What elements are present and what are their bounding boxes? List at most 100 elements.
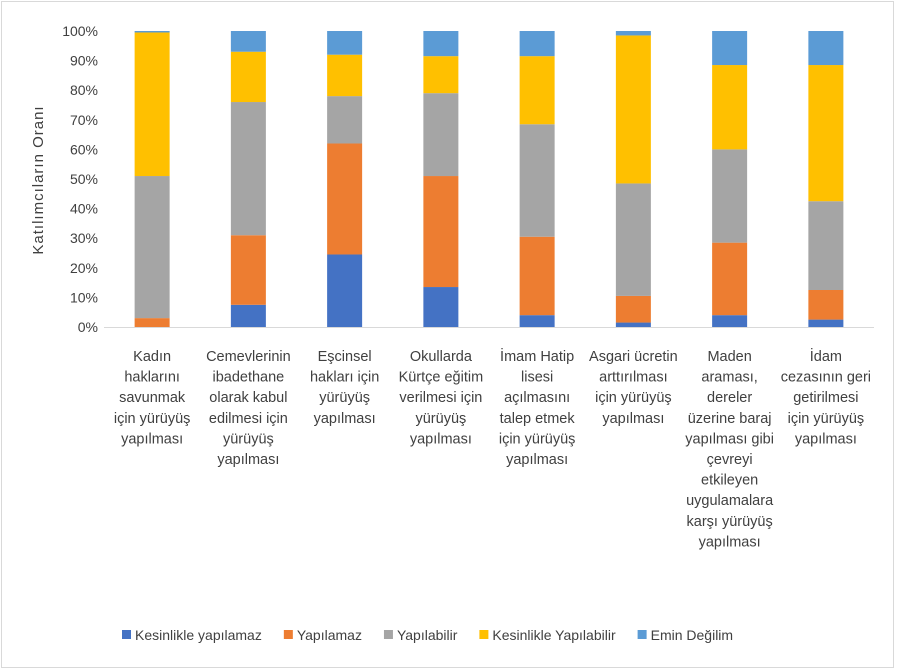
y-tick-label: 10% bbox=[70, 289, 98, 305]
legend-entry-label: Kesinlikle yapılamaz bbox=[135, 627, 262, 643]
category-label-line: yapılması gibi bbox=[685, 431, 774, 447]
category-label: İdam cezasının geri getirilmesi için yürüyü… bbox=[781, 347, 871, 447]
bar-segment bbox=[134, 32, 170, 177]
bar-segment bbox=[423, 287, 459, 327]
category-label-line: cezasının geri bbox=[781, 370, 871, 386]
x-axis-categories: Kadın haklarını savunmak için yürüyüş yapılm… bbox=[114, 347, 871, 550]
legend-swatch bbox=[122, 630, 131, 639]
bar-segment bbox=[230, 304, 266, 327]
category-label-line: için yürüyüş bbox=[788, 411, 865, 427]
category-label-line: yapılması bbox=[602, 411, 664, 427]
legend-entry-label: Yapılabilir bbox=[397, 627, 458, 643]
category-label-line: için yürüyüş bbox=[114, 411, 191, 427]
bar-segment bbox=[423, 31, 459, 57]
bar-segment bbox=[134, 318, 170, 327]
bar-segment bbox=[712, 31, 748, 66]
category-label-line: dereler bbox=[707, 390, 752, 406]
category-label-line: verilmesi için bbox=[399, 390, 482, 406]
y-axis-label: Katılımcıların Oranı bbox=[30, 105, 47, 254]
y-tick-label: 50% bbox=[70, 171, 98, 187]
category-label-line: için yürüyüş bbox=[499, 431, 576, 447]
category-label-line: yürüyüş bbox=[223, 431, 274, 447]
bar-segment bbox=[808, 201, 844, 290]
category-label-line: Eşcinsel bbox=[318, 349, 372, 365]
category-label-line: uygulamalara bbox=[686, 493, 774, 509]
category-label-line: karşı yürüyüş bbox=[687, 514, 773, 530]
category-label-line: yapılması bbox=[410, 431, 472, 447]
bar-segment bbox=[327, 54, 363, 97]
category-label-line: arttırılması bbox=[599, 370, 667, 386]
category-label: Eşcinsel hakları için yürüyüş yapılması bbox=[310, 349, 379, 427]
bar-segment bbox=[712, 242, 748, 316]
bar-segment bbox=[808, 319, 844, 327]
category-label-line: Okullarda bbox=[410, 349, 473, 365]
category-label-line: açılmasını bbox=[504, 390, 570, 406]
category-label-line: getirilmesi bbox=[793, 390, 858, 406]
y-tick-label: 40% bbox=[70, 201, 98, 217]
bar-segment bbox=[423, 56, 459, 94]
bar-segment bbox=[615, 183, 651, 296]
y-tick-label: 30% bbox=[70, 230, 98, 246]
legend-entry-label: Yapılamaz bbox=[297, 627, 362, 643]
category-label-line: İdam bbox=[810, 347, 842, 365]
category-label-line: olarak kabul bbox=[209, 390, 287, 406]
y-tick-label: 20% bbox=[70, 260, 98, 276]
category-label-line: araması, bbox=[701, 370, 757, 386]
category-label: İmam Hatip lisesi açılmasını talep etmek içi… bbox=[499, 347, 576, 468]
category-label: Okullarda Kürtçe eğitim verilmesi için yürü… bbox=[399, 349, 484, 447]
y-tick-label: 70% bbox=[70, 112, 98, 128]
y-tick-label: 80% bbox=[70, 82, 98, 98]
y-axis-ticks: 0% 10% 20% 30% 40% 50% 60% 70% 80% 90% 100% bbox=[62, 23, 98, 335]
bar-segment bbox=[615, 31, 651, 36]
bar-segment bbox=[615, 35, 651, 184]
bar-segment bbox=[519, 56, 555, 125]
bar-segment bbox=[519, 31, 555, 57]
legend: Kesinlikle yapılamaz Yapılamaz Yapılabilir… bbox=[122, 627, 733, 643]
bar-segment bbox=[327, 96, 363, 144]
category-label-line: edilmesi için bbox=[209, 411, 288, 427]
category-label: Kadın haklarını savunmak için yürüyüş yapılm… bbox=[114, 349, 191, 447]
bar-segment bbox=[519, 315, 555, 327]
category-label-line: çevreyi bbox=[707, 452, 753, 468]
category-label-line: Asgari ücretin bbox=[589, 349, 678, 365]
category-label-line: yapılması bbox=[506, 452, 568, 468]
category-label-line: hakları için bbox=[310, 370, 379, 386]
category-label-line: Kadın bbox=[133, 349, 171, 365]
category-label-line: için yürüyüş bbox=[595, 390, 672, 406]
category-label: Cemevlerinin ibadethane olarak kabul edilme… bbox=[206, 349, 291, 468]
bar-segment bbox=[423, 176, 459, 288]
category-label-line: talep etmek bbox=[500, 411, 576, 427]
bar-segment bbox=[327, 31, 363, 55]
category-label-line: yürüyüş bbox=[319, 390, 370, 406]
category-label-line: İmam Hatip bbox=[500, 347, 574, 365]
y-tick-label: 0% bbox=[78, 319, 98, 335]
bar-segment bbox=[423, 93, 459, 177]
bar-segment bbox=[230, 51, 266, 103]
bar-segment bbox=[230, 31, 266, 52]
category-label-line: yapılması bbox=[699, 534, 761, 550]
bar-segment bbox=[134, 176, 170, 319]
bar-segment bbox=[230, 235, 266, 305]
bar-segment bbox=[712, 149, 748, 243]
category-label-line: üzerine baraj bbox=[688, 411, 772, 427]
category-label-line: yapılması bbox=[795, 431, 857, 447]
bar-segment bbox=[230, 102, 266, 236]
bar-segment bbox=[519, 124, 555, 237]
category-label: Asgari ücretin arttırılması için yürüyüş ya… bbox=[589, 349, 678, 427]
category-label-line: yürüyüş bbox=[415, 411, 466, 427]
category-label-line: etkileyen bbox=[701, 473, 758, 489]
y-tick-label: 90% bbox=[70, 53, 98, 69]
category-label-line: Kürtçe eğitim bbox=[399, 370, 484, 386]
category-label-line: ibadethane bbox=[212, 370, 284, 386]
bar-segment bbox=[712, 65, 748, 150]
bar-segment bbox=[808, 290, 844, 320]
bar-segment bbox=[519, 236, 555, 316]
bar-segment bbox=[327, 143, 363, 255]
legend-swatch bbox=[383, 630, 393, 639]
category-label-line: haklarını bbox=[124, 370, 180, 386]
category-label-line: lisesi bbox=[521, 370, 553, 386]
y-tick-label: 60% bbox=[70, 141, 98, 157]
legend-swatch bbox=[637, 630, 647, 639]
